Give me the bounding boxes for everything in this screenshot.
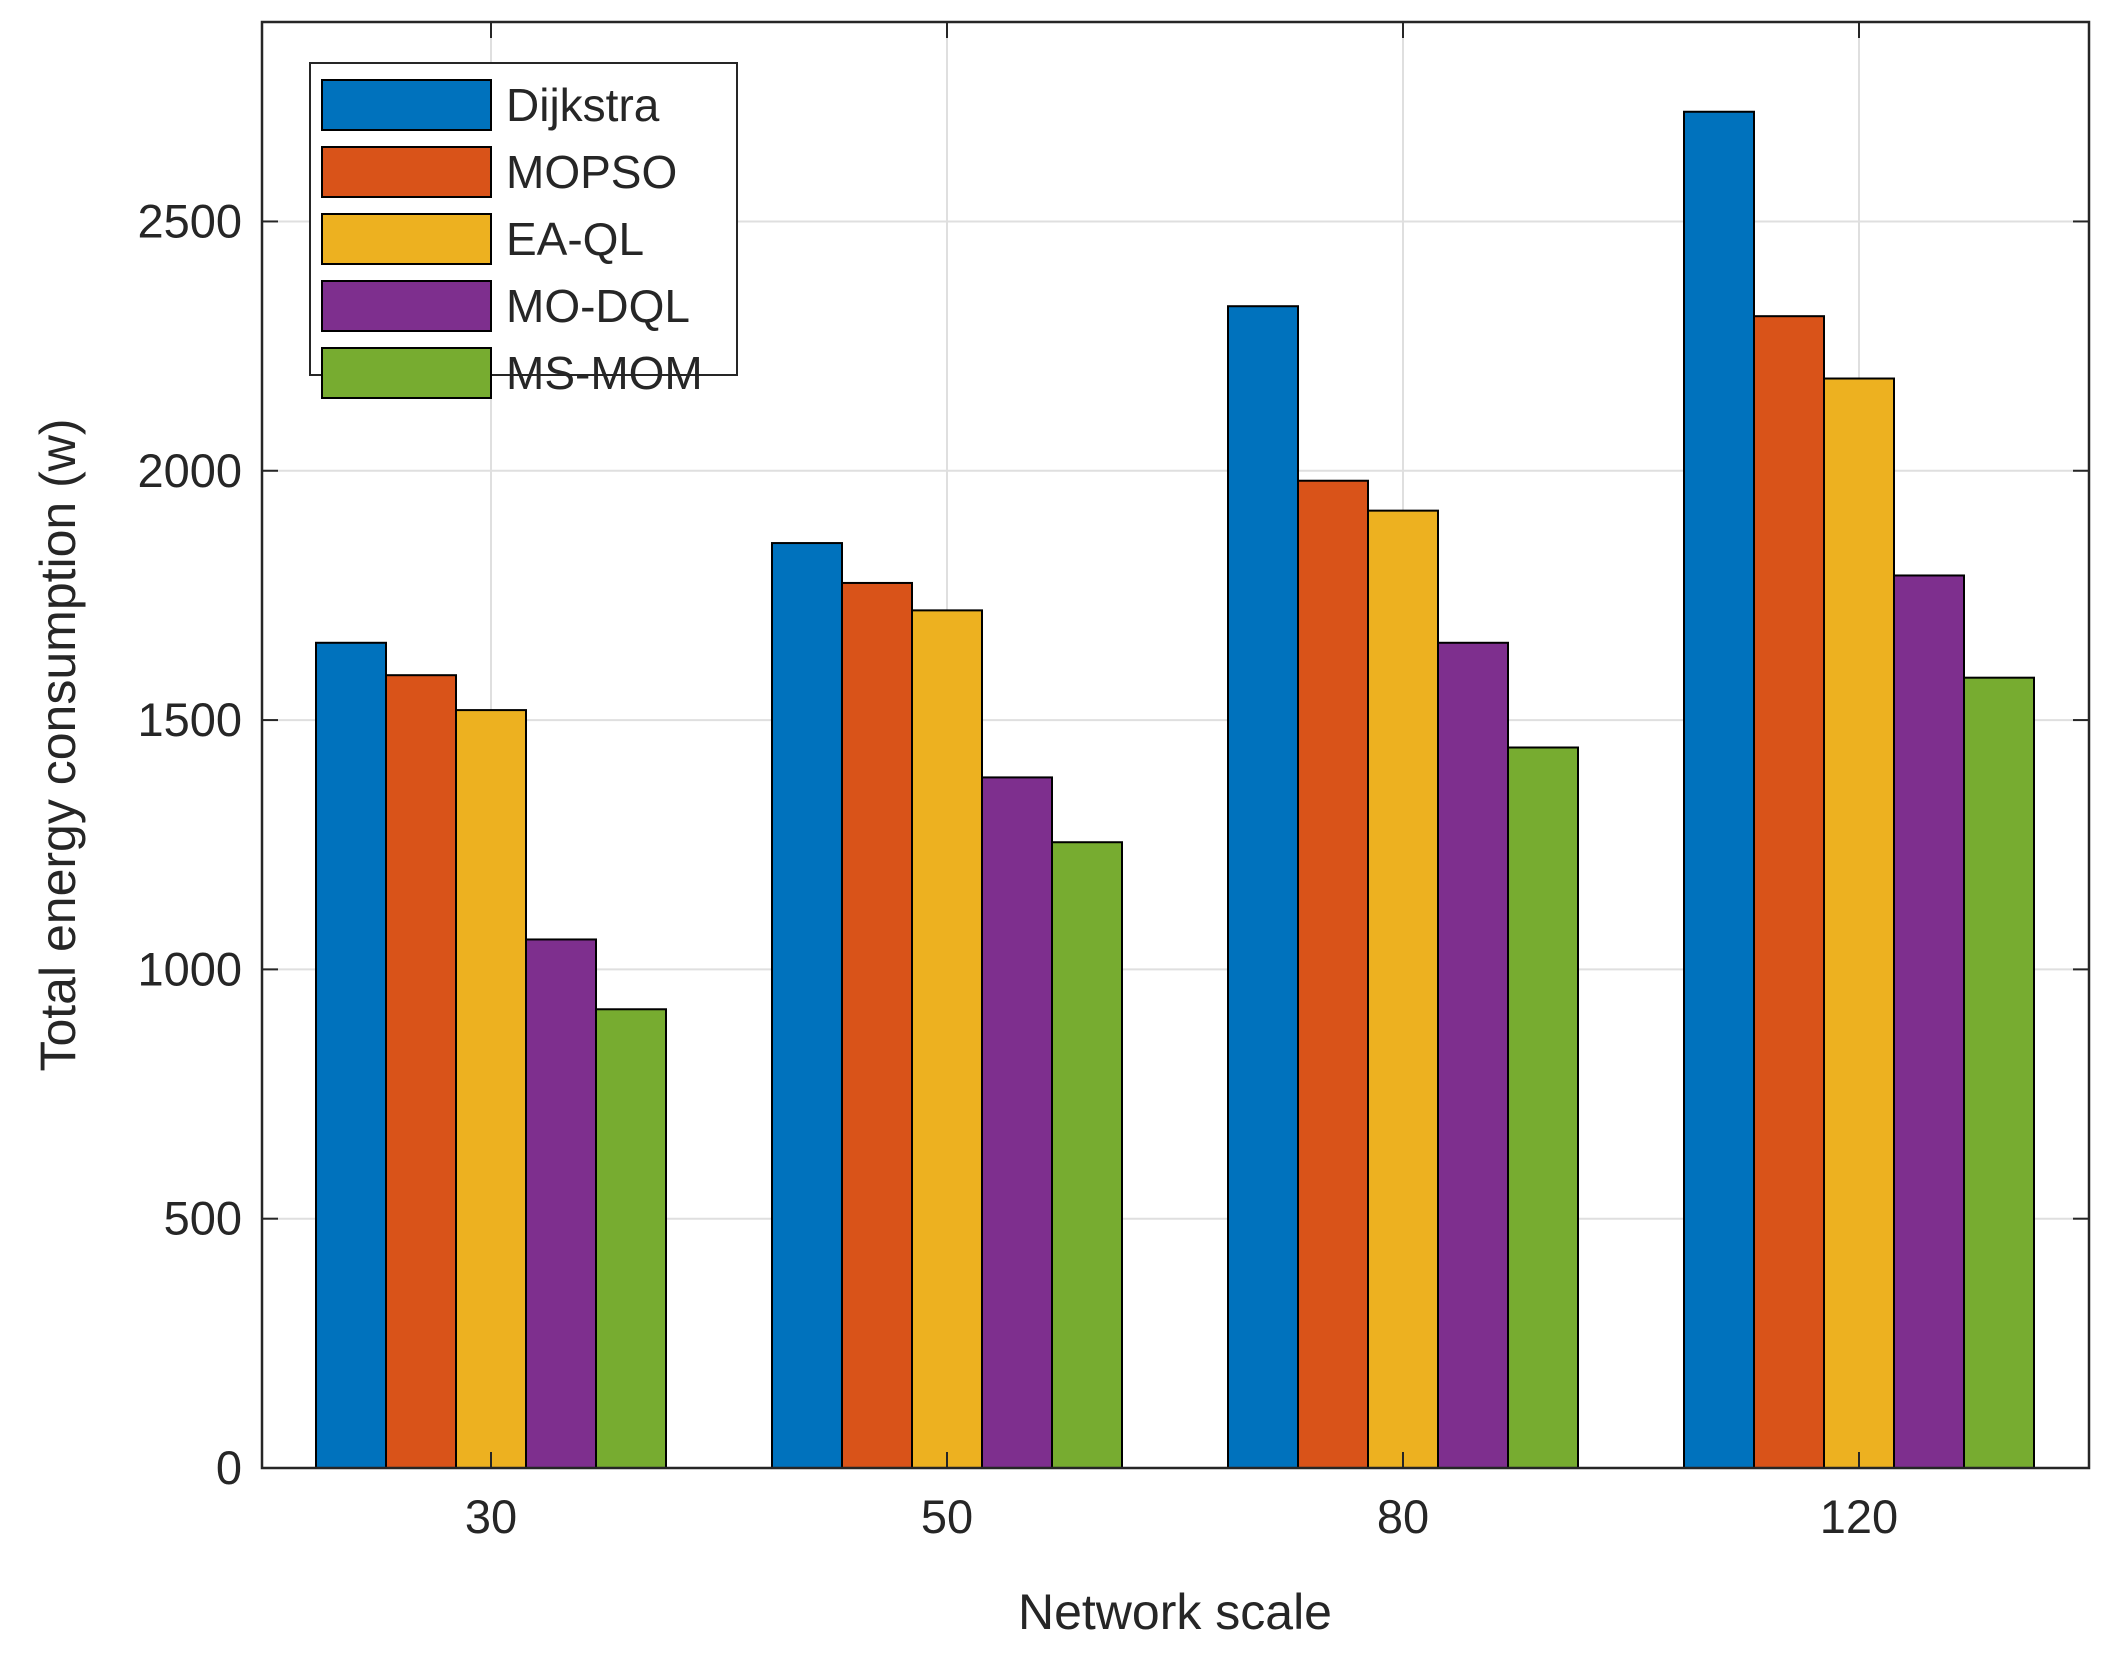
x-tick-label: 50 bbox=[921, 1490, 973, 1543]
bar-dijkstra-50 bbox=[771, 542, 843, 1469]
y-tick-label: 1000 bbox=[137, 942, 242, 995]
y-tick-label: 1500 bbox=[137, 693, 242, 746]
bar-mo-dql-120 bbox=[1893, 574, 1965, 1469]
x-axis-label: Network scale bbox=[1018, 1584, 1332, 1640]
y-tick-label: 2000 bbox=[137, 444, 242, 497]
bar-mopso-50 bbox=[841, 581, 913, 1469]
bar-mo-dql-30 bbox=[525, 938, 597, 1469]
bar-ea-ql-120 bbox=[1823, 377, 1895, 1469]
legend-label-mopso: MOPSO bbox=[506, 146, 677, 198]
legend-swatch-mo-dql bbox=[321, 280, 492, 332]
legend-label-dijkstra: Dijkstra bbox=[506, 79, 660, 131]
legend-items: Dijkstra MOPSO EA-QL MO-DQL MS-MOM bbox=[321, 79, 703, 399]
x-tick-label: 80 bbox=[1377, 1490, 1429, 1543]
bar-mopso-120 bbox=[1753, 315, 1825, 1470]
bar-ea-ql-50 bbox=[911, 609, 983, 1469]
x-tick-label: 120 bbox=[1820, 1490, 1898, 1543]
bar-dijkstra-120 bbox=[1683, 110, 1755, 1470]
x-tick-label: 30 bbox=[465, 1490, 517, 1543]
plot-frame bbox=[260, 20, 2091, 1470]
legend: Dijkstra MOPSO EA-QL MO-DQL MS-MOM bbox=[309, 62, 738, 399]
legend-label-ea-ql: EA-QL bbox=[506, 213, 644, 265]
bar-mopso-30 bbox=[385, 674, 457, 1469]
bar-dijkstra-80 bbox=[1227, 305, 1299, 1470]
bar-ms-mom-80 bbox=[1507, 746, 1579, 1469]
y-axis-label: Total energy consumption (w) bbox=[30, 418, 86, 1071]
bar-mo-dql-80 bbox=[1437, 641, 1509, 1469]
bar-mopso-80 bbox=[1297, 479, 1369, 1470]
legend-label-mo-dql: MO-DQL bbox=[506, 280, 690, 332]
bars bbox=[315, 110, 2035, 1470]
legend-swatch-dijkstra bbox=[321, 79, 492, 131]
bar-ea-ql-80 bbox=[1367, 509, 1439, 1470]
bar-ms-mom-50 bbox=[1051, 841, 1123, 1469]
y-tick-label: 0 bbox=[216, 1441, 242, 1494]
bar-ms-mom-120 bbox=[1963, 676, 2035, 1469]
bar-ea-ql-30 bbox=[455, 709, 527, 1469]
legend-swatch-mopso bbox=[321, 146, 492, 198]
bar-ms-mom-30 bbox=[595, 1008, 667, 1470]
legend-swatch-ea-ql bbox=[321, 213, 492, 265]
legend-label-ms-mom: MS-MOM bbox=[506, 347, 703, 399]
x-axis-ticks: 30 50 80 120 bbox=[465, 22, 1898, 1543]
y-axis-ticks: 0 500 1000 1500 2000 2500 bbox=[137, 194, 2089, 1494]
bar-mo-dql-50 bbox=[981, 776, 1053, 1469]
bar-dijkstra-30 bbox=[315, 641, 387, 1469]
y-tick-label: 2500 bbox=[137, 194, 242, 247]
y-tick-label: 500 bbox=[164, 1192, 242, 1245]
legend-swatch-ms-mom bbox=[321, 347, 492, 399]
